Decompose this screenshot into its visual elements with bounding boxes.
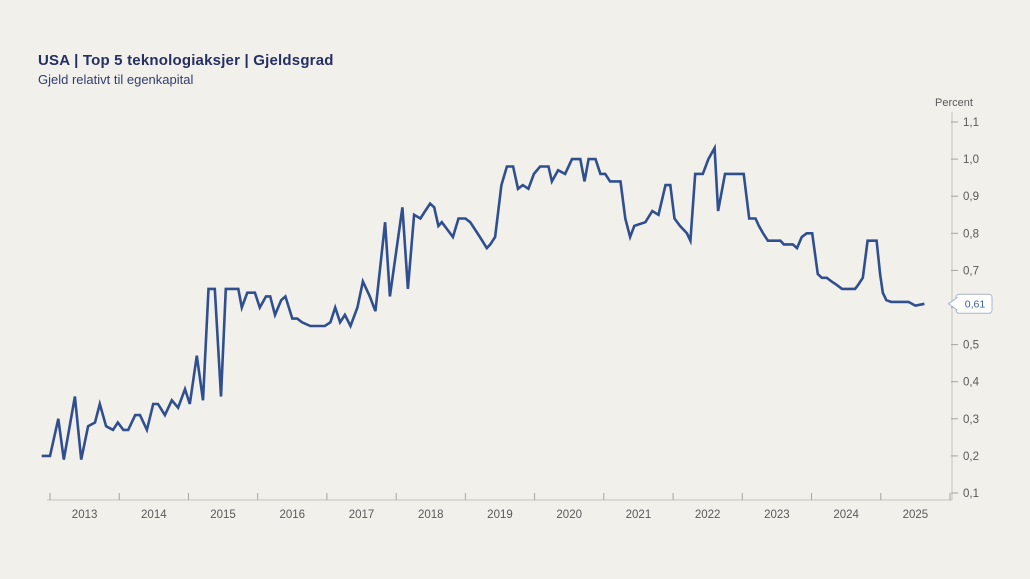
x-axis-tick-label: 2021 (626, 509, 652, 521)
x-axis-tick-label: 2022 (695, 509, 721, 521)
x-axis-tick-label: 2016 (279, 509, 305, 521)
series-line (41, 143, 925, 460)
x-axis-tick-label: 2018 (418, 509, 444, 521)
y-axis-tick-label: 0,4 (963, 377, 980, 389)
y-axis-tick-label: 0,1 (963, 488, 979, 500)
value-callout-label: 0,61 (965, 299, 986, 311)
x-axis-tick-label: 2017 (349, 509, 375, 521)
y-axis-tick-label: 0,3 (963, 414, 979, 426)
y-axis-tick-label: 0,9 (963, 191, 979, 203)
y-axis-tick-label: 1,0 (963, 154, 979, 166)
y-axis-tick-label: 0,2 (963, 451, 979, 463)
y-axis-tick-label: 0,7 (963, 265, 979, 277)
x-axis-tick-label: 2014 (141, 509, 167, 521)
value-callout-notch (947, 296, 958, 311)
x-axis-tick-label: 2025 (903, 509, 929, 521)
x-axis-tick-label: 2023 (764, 509, 790, 521)
chart-subtitle: Gjeld relativt til egenkapital (38, 72, 194, 87)
x-axis-tick-label: 2019 (487, 509, 513, 521)
x-axis-tick-label: 2013 (72, 509, 98, 521)
y-axis-tick-label: 0,5 (963, 340, 979, 352)
chart-title: USA | Top 5 teknologiaksjer | Gjeldsgrad (38, 52, 334, 69)
x-axis-tick-label: 2015 (210, 509, 236, 521)
y-axis-tick-label: 1,1 (963, 117, 979, 129)
y-axis-tick-label: 0,8 (963, 228, 979, 240)
y-axis-unit-label: Percent (935, 97, 973, 109)
x-axis-tick-label: 2024 (833, 509, 859, 521)
x-axis-tick-label: 2020 (556, 509, 582, 521)
